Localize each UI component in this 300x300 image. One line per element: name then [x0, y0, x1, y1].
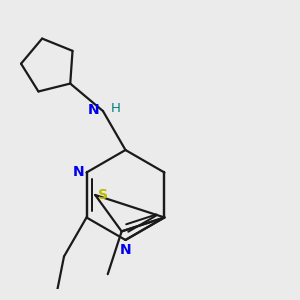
Text: S: S [98, 188, 109, 202]
Text: H: H [111, 102, 121, 115]
Text: N: N [120, 243, 131, 257]
Text: N: N [88, 103, 100, 117]
Text: N: N [72, 166, 84, 179]
